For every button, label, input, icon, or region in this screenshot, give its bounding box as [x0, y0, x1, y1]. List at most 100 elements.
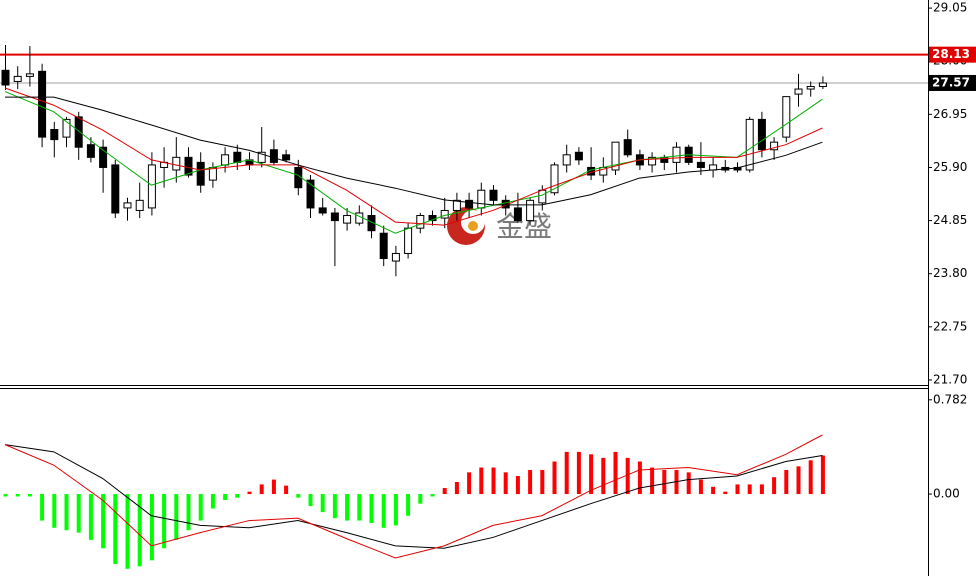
candle-body: [50, 129, 59, 141]
indicator-line: [5, 96, 823, 206]
candle-body: [172, 156, 181, 171]
candle-body: [318, 207, 327, 214]
histogram-bar: [345, 494, 350, 521]
histogram-bar: [369, 494, 374, 523]
candle-body: [184, 156, 193, 176]
candle-body: [757, 118, 766, 151]
candle-body: [440, 209, 449, 219]
y-tick-label: 29.05: [933, 1, 967, 15]
histogram-bar: [357, 494, 362, 521]
candle-body: [782, 96, 791, 138]
histogram-bar: [320, 494, 325, 513]
level-label-box: [929, 74, 976, 91]
histogram-bar: [454, 482, 459, 495]
histogram-bar: [686, 472, 691, 495]
histogram-bar: [113, 494, 118, 564]
level-label: 27.57: [932, 75, 970, 89]
histogram-bar: [88, 494, 93, 540]
candle-body: [25, 73, 34, 77]
histogram-bar: [723, 491, 728, 495]
histogram-bar: [308, 494, 313, 507]
histogram-bar: [515, 475, 520, 495]
histogram-bar: [210, 494, 215, 509]
y-tick-label: 25.90: [933, 160, 967, 174]
candle-body: [123, 202, 132, 209]
histogram-bar: [564, 451, 569, 495]
histogram-bar: [393, 494, 398, 526]
y-tick-label: 23.80: [933, 266, 967, 280]
candle-body: [452, 199, 461, 211]
candle-body: [526, 199, 535, 222]
histogram-bar: [796, 466, 801, 495]
candle-body: [1, 69, 10, 86]
candle-body: [623, 139, 632, 156]
histogram-bar: [808, 460, 813, 495]
candle-body: [477, 189, 486, 209]
candle-body: [611, 141, 620, 171]
candle-body: [74, 116, 83, 148]
histogram-bar: [503, 472, 508, 495]
histogram-bar: [406, 494, 411, 516]
candle-body: [574, 151, 583, 161]
y-tick-label: 24.85: [933, 213, 967, 227]
histogram-bar: [784, 469, 789, 495]
histogram-bar: [430, 494, 435, 497]
histogram-bar: [174, 494, 179, 540]
histogram-bar: [223, 494, 228, 501]
histogram-bar: [576, 451, 581, 495]
histogram-bar: [552, 461, 557, 495]
candle-body: [465, 199, 474, 209]
histogram-bar: [711, 486, 716, 495]
candle-body: [404, 227, 413, 254]
candle-body: [13, 75, 22, 82]
candle-body: [343, 215, 352, 224]
y-tick-label: 0.782: [933, 392, 967, 406]
histogram-bar: [381, 494, 386, 528]
histogram-bar: [76, 494, 81, 533]
candle-body: [330, 212, 339, 222]
histogram-bar: [125, 494, 130, 569]
histogram-bar: [137, 494, 142, 567]
histogram-bar: [271, 479, 276, 495]
histogram-bar: [650, 467, 655, 495]
candle-body: [269, 149, 278, 163]
y-tick-label: 0.00: [933, 487, 960, 501]
logo-dot: [468, 221, 478, 231]
candle-body: [806, 86, 815, 90]
candle-body: [221, 154, 230, 166]
histogram-bar: [637, 461, 642, 495]
candle-body: [550, 164, 559, 194]
candle-body: [709, 164, 718, 171]
histogram-bar: [528, 469, 533, 495]
histogram-bar: [40, 494, 45, 521]
histogram-bar: [418, 494, 423, 504]
y-tick-label: 22.75: [933, 319, 967, 333]
candle-body: [62, 118, 71, 138]
candle-body: [745, 118, 754, 171]
histogram-bar: [186, 494, 191, 531]
histogram-bar: [64, 494, 69, 531]
histogram-bar: [589, 454, 594, 495]
histogram-bar: [27, 494, 32, 497]
histogram-bar: [662, 469, 667, 495]
candle-body: [99, 146, 108, 168]
candle-body: [391, 252, 400, 262]
histogram-bar: [15, 494, 20, 497]
histogram-bar: [479, 467, 484, 495]
candle-body: [379, 232, 388, 260]
histogram-bar: [442, 488, 447, 495]
histogram-bar: [601, 457, 606, 495]
histogram-bar: [162, 494, 167, 549]
histogram-bar: [149, 494, 154, 561]
watermark-logo: [447, 207, 485, 245]
candle-body: [111, 164, 120, 214]
histogram-bar: [820, 455, 825, 495]
indicator-line: [4, 444, 823, 549]
watermark-text: 金盛: [496, 210, 552, 243]
level-label-box: [929, 46, 976, 63]
histogram-bar: [735, 484, 740, 495]
histogram-bar: [540, 469, 545, 495]
candle-body: [306, 179, 315, 209]
candle-body: [648, 156, 657, 166]
candle-body: [147, 164, 156, 209]
